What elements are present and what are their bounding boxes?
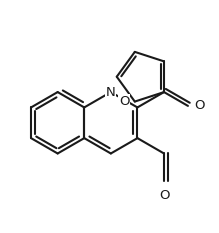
Text: O: O: [159, 189, 169, 202]
Text: O: O: [119, 95, 129, 108]
Text: O: O: [195, 99, 205, 112]
Text: N: N: [106, 86, 116, 99]
